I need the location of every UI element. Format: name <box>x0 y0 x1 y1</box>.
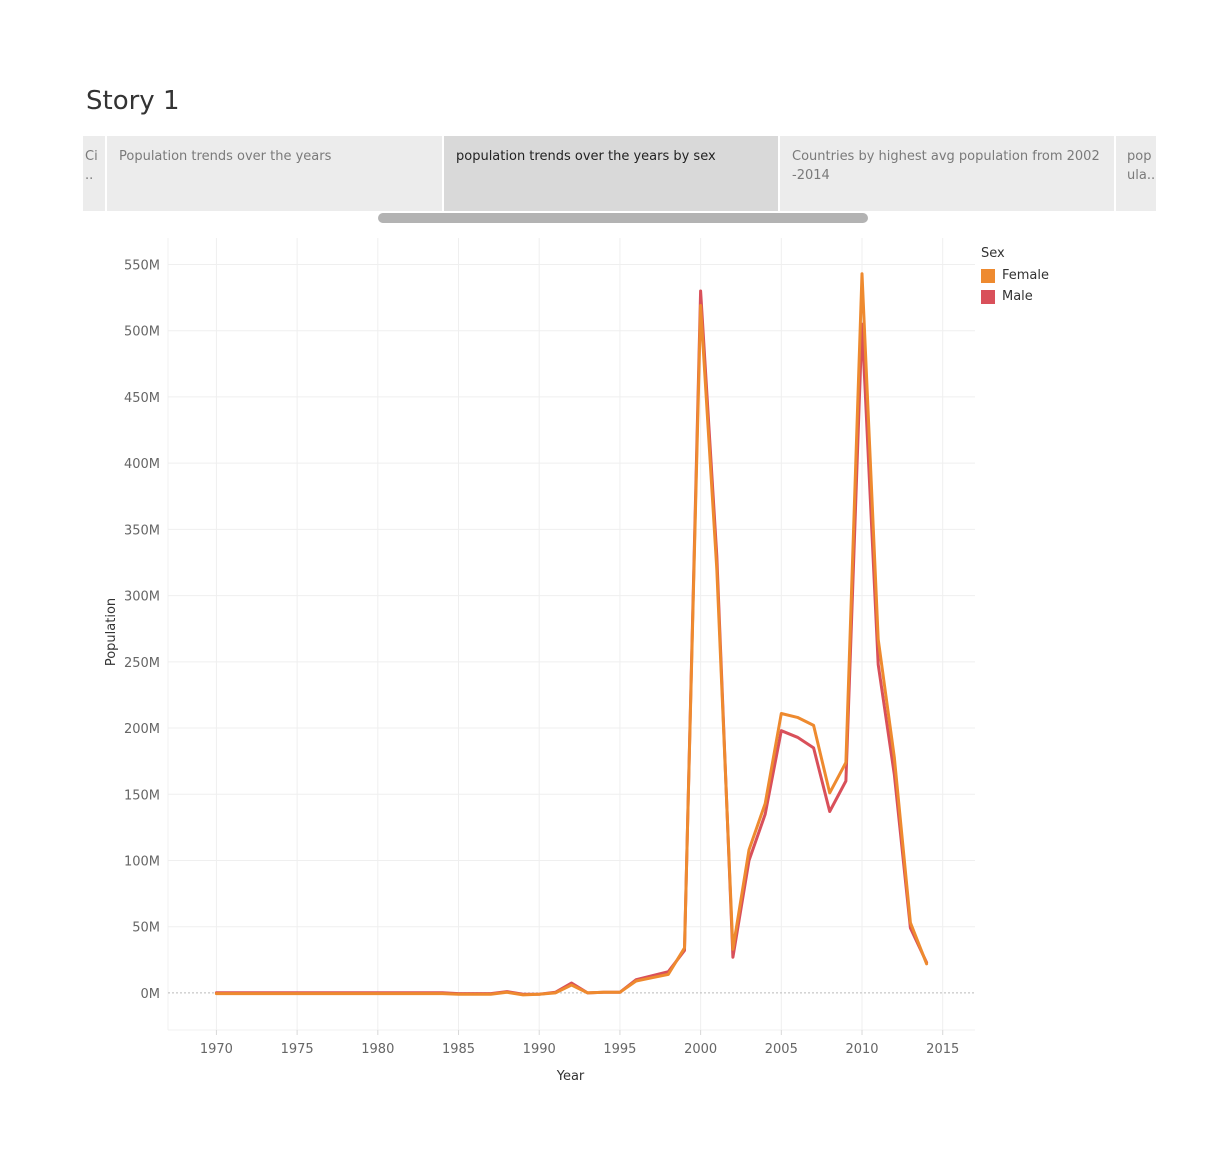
x-axis-title: Year <box>556 1069 585 1084</box>
series-line-female <box>214 272 929 997</box>
x-tick-label: 2005 <box>765 1042 798 1057</box>
y-tick-label: 450M <box>124 391 160 406</box>
y-tick-label: 150M <box>124 788 160 803</box>
x-tick-label: 1975 <box>281 1042 314 1057</box>
y-tick-label: 500M <box>124 325 160 340</box>
y-tick-label: 250M <box>124 656 160 671</box>
x-tick-label: 1995 <box>603 1042 636 1057</box>
story-title: Story 1 <box>86 86 180 116</box>
story-tab-label: Countries by highest avg population from… <box>792 149 1100 183</box>
y-tick-label: 550M <box>124 258 160 273</box>
y-tick-label: 200M <box>124 722 160 737</box>
x-tick-label: 1980 <box>361 1042 394 1057</box>
legend-item-male[interactable]: Male <box>981 286 1049 307</box>
x-tick-label: 2000 <box>684 1042 717 1057</box>
x-tick-label: 1990 <box>523 1042 556 1057</box>
x-tick-label: 2015 <box>926 1042 959 1057</box>
story-tab-label: pop ula.. <box>1127 149 1156 183</box>
story-tab-0[interactable]: Ci .. <box>83 136 105 211</box>
legend: Sex Female Male <box>981 246 1049 307</box>
story-tab-label: population trends over the years by sex <box>456 149 716 164</box>
story-scrollbar[interactable] <box>378 213 868 223</box>
y-tick-label: 350M <box>124 523 160 538</box>
y-tick-label: 400M <box>124 457 160 472</box>
x-tick-label: 1970 <box>200 1042 233 1057</box>
x-tick-label: 1985 <box>442 1042 475 1057</box>
y-tick-label: 100M <box>124 854 160 869</box>
story-tab-label: Ci .. <box>85 149 98 183</box>
story-navigator: Ci .. Population trends over the years p… <box>83 136 1156 211</box>
x-tick-label: 2010 <box>845 1042 878 1057</box>
legend-label-male: Male <box>1002 289 1033 304</box>
story-tab-2[interactable]: population trends over the years by sex <box>444 136 778 211</box>
y-tick-label: 300M <box>124 590 160 605</box>
y-tick-label: 0M <box>141 987 161 1002</box>
story-tab-1[interactable]: Population trends over the years <box>107 136 442 211</box>
y-axis-title: Population <box>104 598 119 666</box>
legend-swatch-female <box>981 268 995 283</box>
legend-item-female[interactable]: Female <box>981 265 1049 286</box>
story-tab-label: Population trends over the years <box>119 149 332 164</box>
legend-title: Sex <box>981 246 1005 261</box>
legend-label-female: Female <box>1002 268 1050 283</box>
story-tab-4[interactable]: pop ula.. <box>1116 136 1156 211</box>
legend-swatch-male <box>981 289 995 304</box>
story-tab-3[interactable]: Countries by highest avg population from… <box>780 136 1114 211</box>
y-tick-label: 50M <box>132 921 160 936</box>
